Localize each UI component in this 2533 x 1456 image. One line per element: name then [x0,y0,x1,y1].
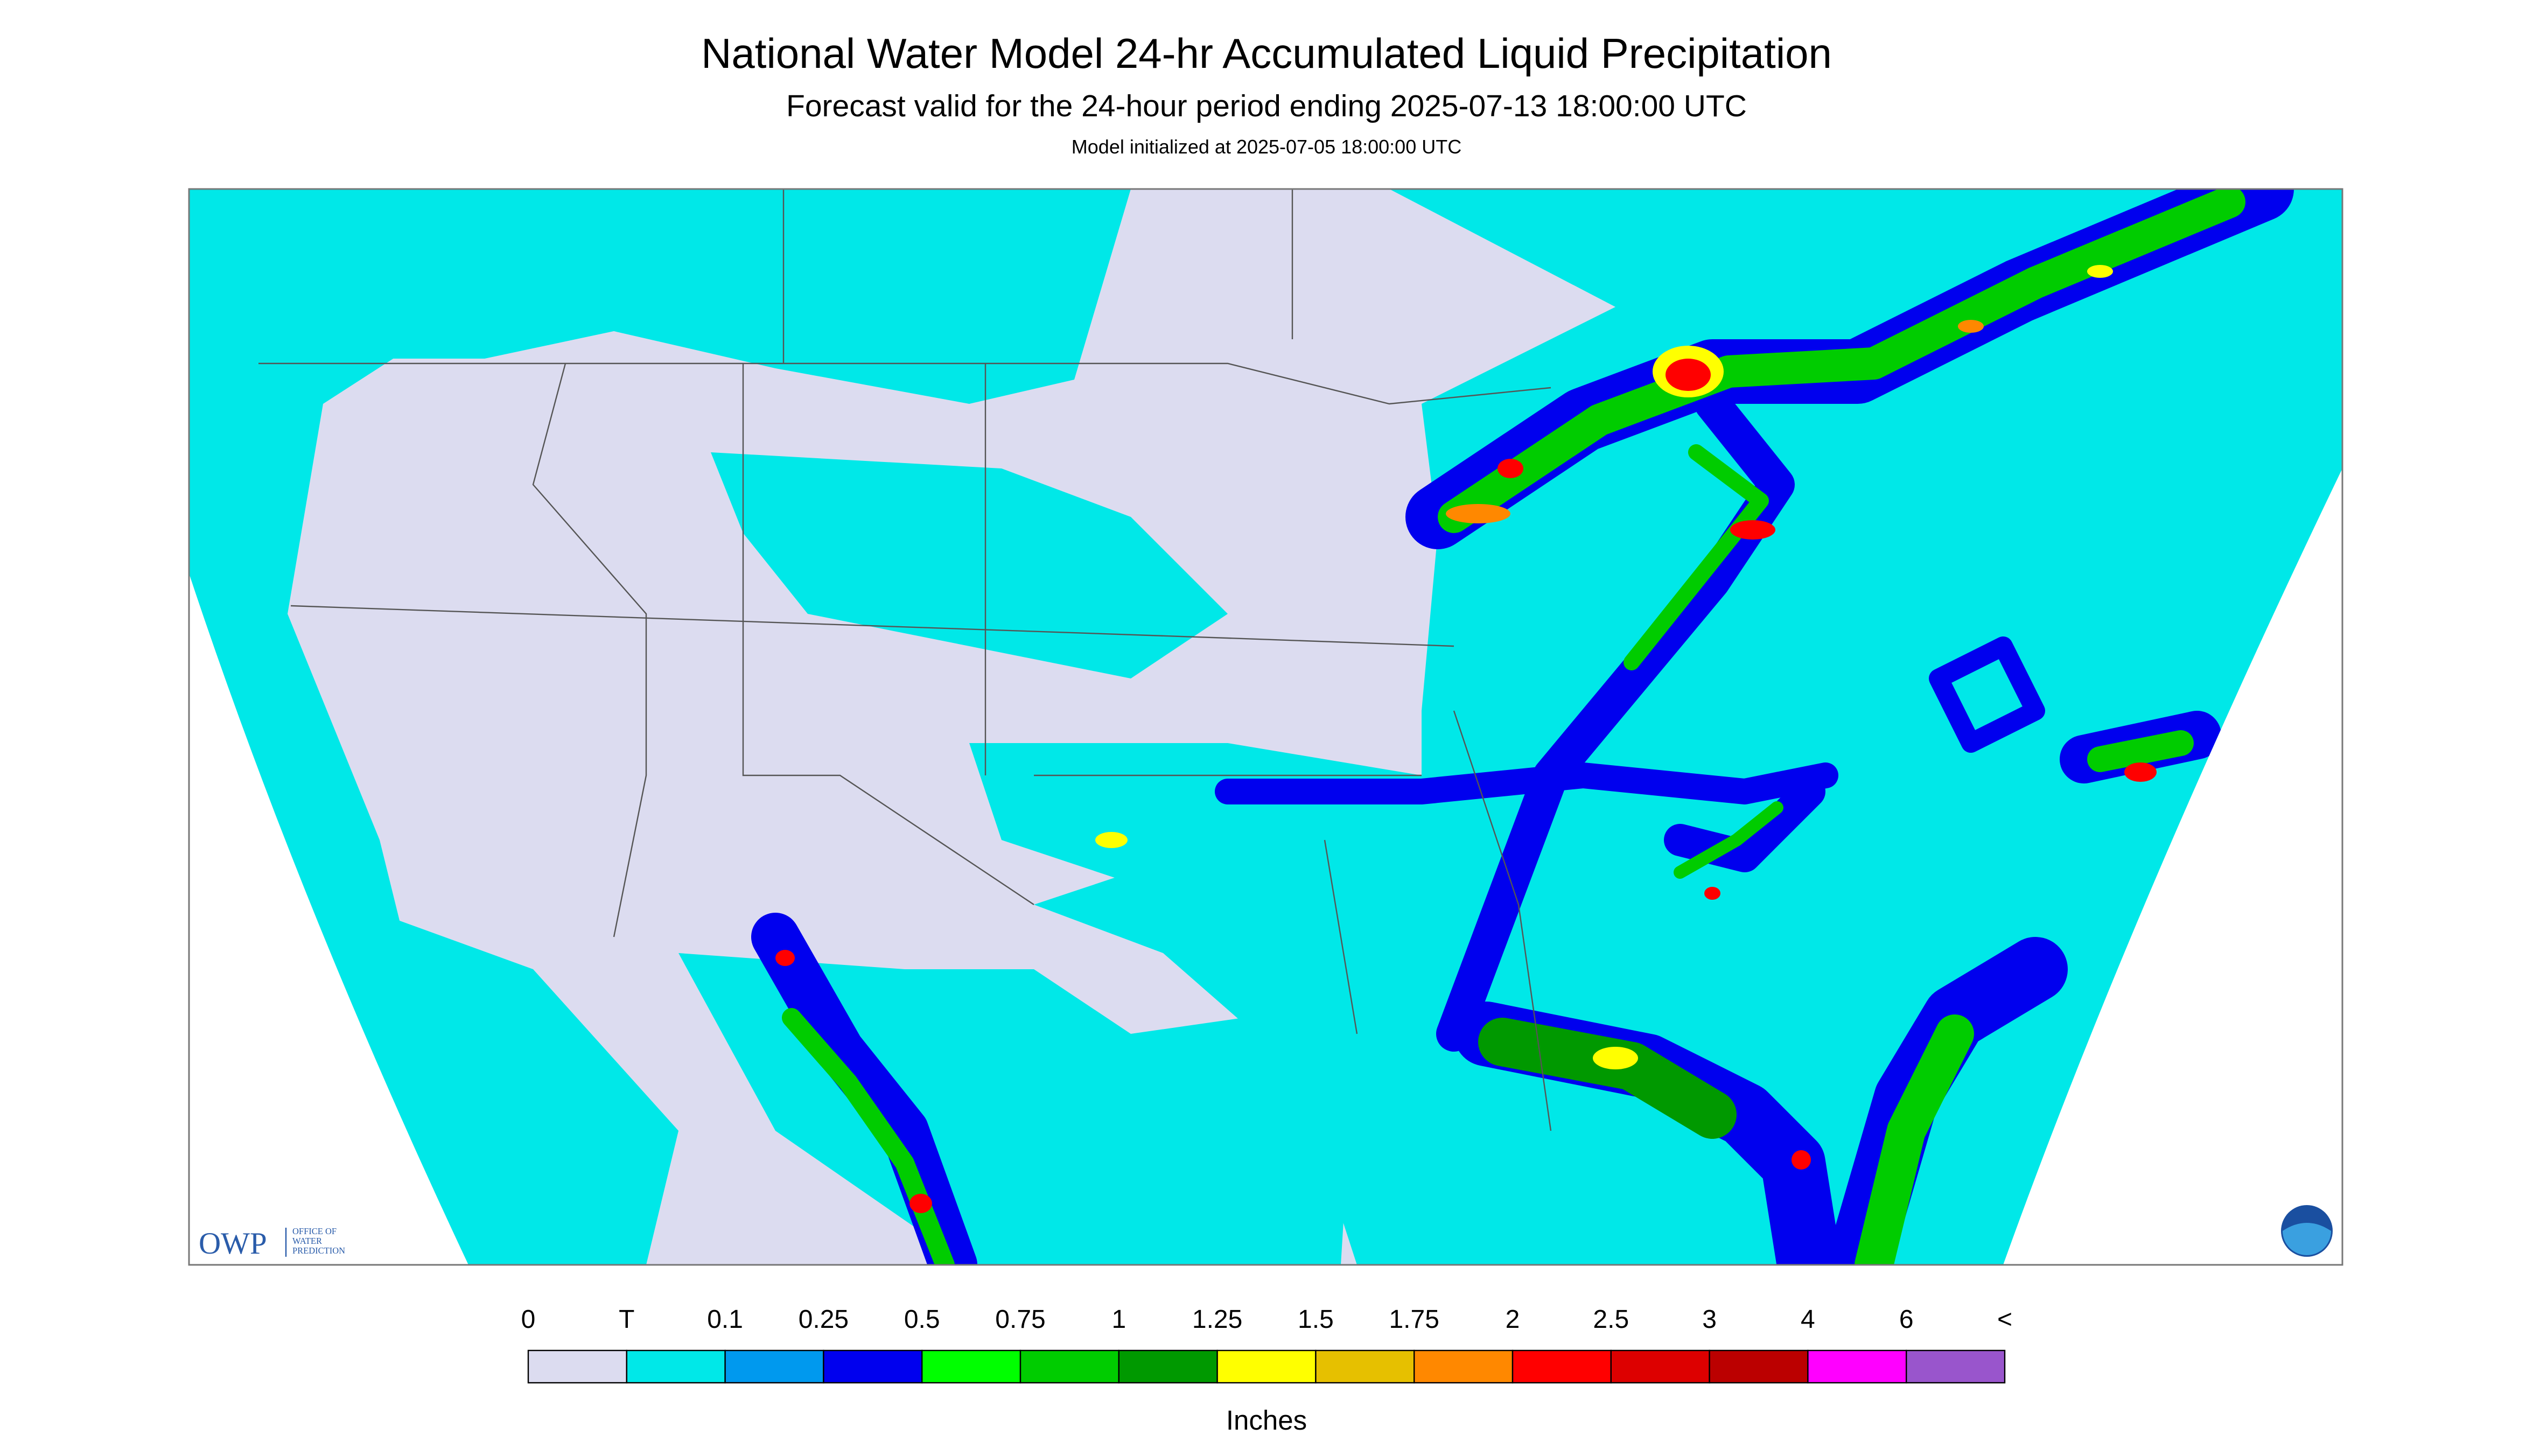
legend-swatch [1709,1349,1809,1384]
map: OWP OFFICE OF WATER PREDICTION [188,188,2343,1266]
legend-label: 2.5 [1593,1305,1629,1334]
legend-swatch [1512,1349,1612,1384]
legend-swatch [921,1349,1021,1384]
init-time: Model initialized at 2025-07-05 18:00:00… [1072,136,1461,158]
legend-label: 1 [1111,1305,1126,1334]
legend-swatch [1414,1349,1514,1384]
legend-swatch [1610,1349,1710,1384]
legend-label: 1.5 [1298,1305,1334,1334]
legend-label: 0.1 [707,1305,743,1334]
legend-label: 6 [1899,1305,1914,1334]
legend-swatch [527,1349,628,1384]
heavy-precip [751,189,2294,1265]
legend-label: 4 [1801,1305,1815,1334]
legend-swatch [1216,1349,1317,1384]
boundaries [258,189,1552,1131]
subtitle: Forecast valid for the 24-hour period en… [786,89,1747,123]
map-field [189,189,2342,1265]
legend-swatch [1118,1349,1218,1384]
legend-label: 1.25 [1192,1305,1242,1334]
legend-label: 3 [1702,1305,1717,1334]
owp-name: OFFICE OF [292,1226,337,1236]
legend-swatch [724,1349,824,1384]
legend-label: T [619,1305,634,1334]
legend-units: Inches [1226,1405,1307,1436]
legend-label: 1.75 [1389,1305,1439,1334]
peak-precip [775,265,2157,1214]
legend-swatch [823,1349,923,1384]
map-frame [188,188,2343,1266]
legend-label: 0.25 [799,1305,849,1334]
owp-name: WATER [292,1236,322,1246]
owp-logo: OWP OFFICE OF WATER PREDICTION [199,1226,345,1261]
legend-label: < [1997,1305,2012,1334]
legend-label: 0 [521,1305,536,1334]
legend-label: 0.5 [904,1305,940,1334]
noaa-wave [2283,1223,2331,1256]
legend-swatch [626,1349,726,1384]
legend-swatch [1807,1349,1907,1384]
legend-swatch [1019,1349,1120,1384]
owp-name: PREDICTION [292,1245,345,1256]
legend-label: 2 [1506,1305,1520,1334]
legend-swatch [1905,1349,2006,1384]
legend-label: 0.75 [995,1305,1045,1334]
legend-swatch [1315,1349,1415,1384]
title: National Water Model 24-hr Accumulated L… [701,30,1832,77]
legend: 0 T 0.1 0.25 0.5 0.75 1 1.25 1.5 1.75 2 2.5 3 4 6 < Inch… [521,1305,2012,1436]
noaa-logo [2281,1205,2333,1257]
owp-mark: OWP [199,1227,267,1261]
